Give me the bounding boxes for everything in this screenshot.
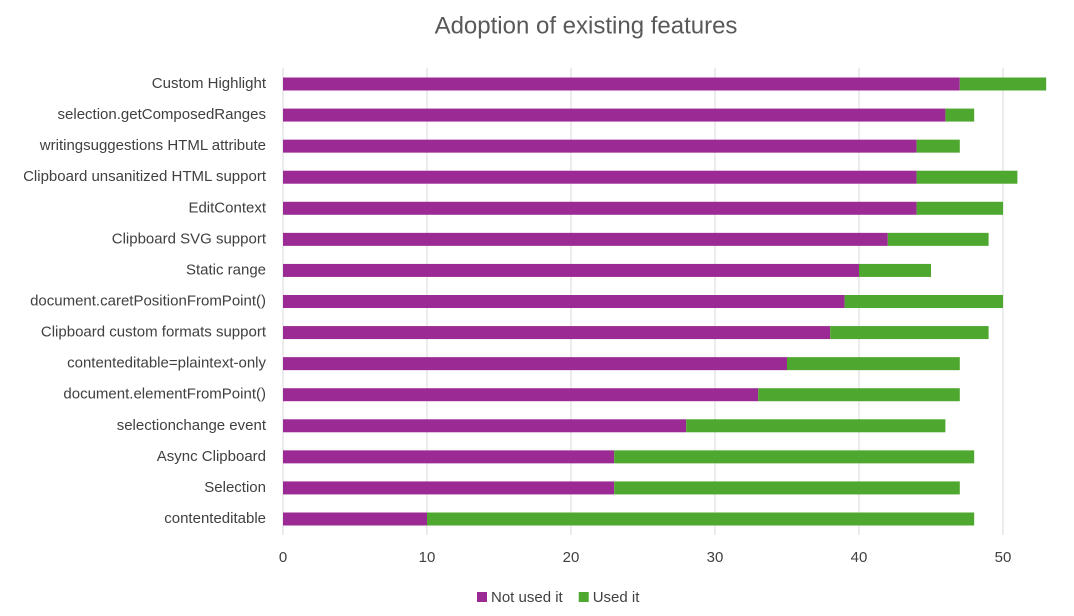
chart-title: Adoption of existing features [435, 12, 738, 39]
bar-segment [283, 77, 960, 91]
bar-segment [916, 139, 960, 153]
bar-segment [283, 326, 831, 340]
bar-segment [427, 512, 975, 526]
bar-segment [283, 232, 888, 246]
legend-swatch [477, 592, 487, 602]
y-tick-label: document.caretPositionFromPoint() [30, 292, 266, 309]
bar-segment [830, 326, 989, 340]
y-tick-label: EditContext [188, 199, 266, 216]
y-tick-label: contenteditable=plaintext-only [67, 355, 266, 372]
y-tick-label: contenteditable [164, 510, 266, 527]
legend-swatch [578, 592, 589, 602]
bar-segment [916, 201, 1003, 215]
bar-segment [283, 481, 615, 495]
x-tick-label: 0 [279, 549, 287, 566]
bar-segment [283, 201, 917, 215]
bar-segment [283, 263, 859, 277]
x-tick-label: 50 [995, 549, 1012, 566]
y-tick-label: Clipboard custom formats support [41, 324, 267, 341]
bar-segment [283, 357, 787, 371]
bar-segment [887, 232, 989, 246]
x-tick-label: 30 [707, 549, 724, 566]
x-tick-label: 10 [419, 549, 436, 566]
y-tick-label: selectionchange event [117, 417, 267, 434]
legend-label: Used it [593, 589, 641, 606]
bar-segment [686, 419, 946, 433]
bar-segment [283, 108, 946, 122]
bar-segment [787, 357, 960, 371]
bar-segment [283, 295, 845, 308]
bar-segment [283, 388, 759, 402]
y-tick-label: Custom Highlight [152, 75, 267, 92]
y-tick-label: document.elementFromPoint() [63, 386, 266, 403]
bar-segment [283, 170, 917, 184]
bar-segment [614, 481, 960, 495]
bar-segment [283, 419, 687, 433]
y-tick-label: Static range [186, 261, 266, 278]
y-tick-label: writingsuggestions HTML attribute [39, 137, 266, 154]
bar-segment [945, 108, 975, 122]
bar-segment [283, 512, 427, 526]
bar-segment [283, 139, 917, 153]
y-tick-label: Clipboard SVG support [112, 230, 267, 247]
bar-segment [614, 450, 975, 464]
bar-segment [959, 77, 1047, 91]
bar-segment [916, 170, 1018, 184]
y-tick-label: Async Clipboard [157, 448, 266, 465]
y-tick-label: Clipboard unsanitized HTML support [23, 168, 267, 185]
x-tick-label: 40 [851, 549, 868, 566]
bar-segment [758, 388, 960, 402]
y-tick-label: Selection [204, 479, 266, 496]
bar-segment [859, 263, 931, 277]
bar-segment [283, 450, 615, 464]
legend-label: Not used it [491, 589, 564, 606]
bar-segment [844, 295, 1003, 308]
x-tick-label: 20 [563, 549, 580, 566]
y-tick-label: selection.getComposedRanges [58, 106, 266, 123]
